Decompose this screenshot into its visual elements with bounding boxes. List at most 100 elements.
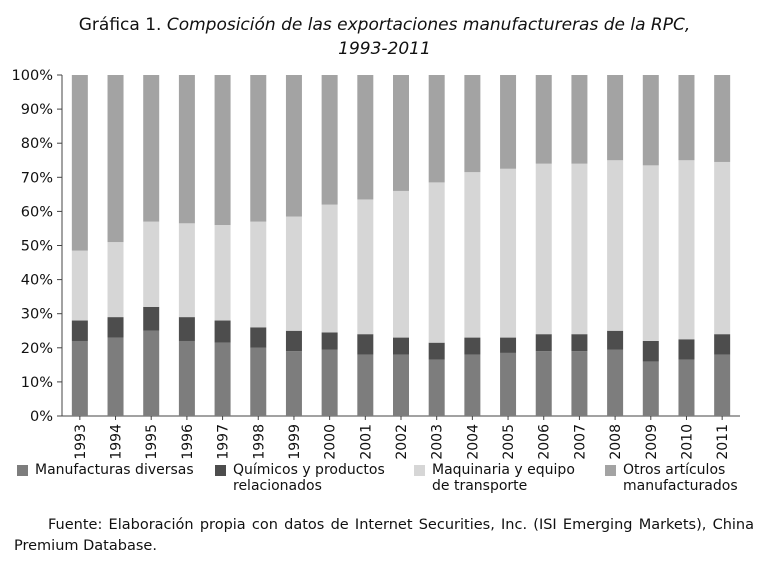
x-tick-label: 1997 [216, 424, 232, 460]
bar-segment [107, 242, 124, 318]
bar-segment [107, 337, 124, 416]
x-tick-label: 1998 [251, 424, 267, 460]
x-tick-label: 2008 [608, 424, 624, 460]
bar-segment [250, 327, 267, 348]
bar-segment [285, 330, 302, 352]
bar-segment [607, 160, 624, 331]
bar-segment [642, 75, 659, 166]
y-tick-label: 60% [21, 204, 53, 220]
legend-item-maquinaria: Maquinaria y equipo de transporte [414, 462, 575, 494]
bar-segment [107, 75, 124, 243]
bar-segment [250, 347, 267, 416]
x-tick-label: 2005 [501, 424, 517, 460]
legend-swatch [414, 465, 425, 476]
bar-segment [571, 163, 588, 335]
x-tick-label: 1993 [73, 424, 89, 460]
stacked-bar-chart: 0% 10% 20% 30% 40% 50% 60% 70% 80% 90% 100% 1993 199… [12, 68, 740, 460]
bar-segment [321, 349, 338, 416]
source-note: Fuente: Elaboración propia con datos de … [14, 517, 754, 554]
legend-item-manufacturas: Manufacturas diversas [17, 462, 194, 478]
x-tick-label: 2009 [644, 424, 660, 460]
bar-segment [357, 334, 374, 355]
x-tick-label: 2006 [537, 424, 553, 460]
bar-segment [285, 216, 302, 331]
y-tick-label: 80% [21, 136, 53, 152]
bar-segment [71, 320, 88, 341]
bar-segment [214, 342, 231, 416]
bar-segment [393, 75, 409, 191]
legend-label: Otros artículos [623, 462, 726, 478]
legend-swatch [17, 465, 28, 476]
bar-segment [428, 359, 445, 416]
legend-label-cont: manufacturados [623, 478, 738, 494]
title-prefix: Gráfica 1. [78, 15, 162, 35]
bar-segment [500, 168, 517, 338]
y-tick-label: 10% [21, 375, 53, 391]
legend-item-quimicos: Químicos y productos relacionados [215, 462, 385, 494]
legend-label: Manufacturas diversas [35, 462, 194, 478]
bar-segment [357, 354, 374, 416]
bar-segment [535, 351, 552, 416]
bar-segment [71, 75, 88, 251]
bar-segment [500, 75, 517, 169]
bar-segment [464, 75, 481, 173]
y-tick-label: 90% [21, 102, 53, 118]
bar-segment [143, 330, 160, 416]
x-tick-label: 2004 [465, 424, 481, 460]
bar-segment [464, 354, 481, 416]
bar-segment [464, 337, 481, 355]
x-tick-label: 2010 [679, 424, 695, 460]
bar-segment [464, 172, 481, 338]
bar-segment [571, 334, 588, 352]
legend-item-otros: Otros artículos manufacturados [605, 462, 738, 494]
bar-segment [285, 75, 302, 217]
x-tick-label: 2007 [572, 424, 588, 460]
bar-segment [607, 75, 624, 161]
bar-segment [428, 342, 445, 360]
bar-segment [678, 339, 695, 360]
bar-segment [143, 306, 160, 331]
bar-segment [321, 75, 338, 205]
x-tick-label: 2011 [715, 424, 731, 460]
bar-segment [678, 75, 695, 161]
legend: Manufacturas diversas Químicos y product… [0, 462, 769, 502]
bar-segment [393, 190, 409, 338]
x-tick-label: 1994 [109, 424, 125, 460]
bar-segment [321, 204, 338, 333]
y-tick-label: 40% [21, 273, 53, 289]
bar-segment [500, 337, 517, 353]
bar-segment [214, 75, 231, 226]
legend-swatch [215, 465, 226, 476]
x-tick-label: 2000 [323, 424, 339, 460]
y-tick-label: 0% [30, 409, 53, 425]
bar-segment [178, 223, 195, 318]
legend-label-cont: de transporte [432, 478, 528, 494]
bar-segment [71, 250, 88, 321]
y-tick-label: 50% [21, 239, 53, 255]
bar-segment [143, 75, 160, 222]
bar-segment [535, 163, 552, 335]
legend-swatch [605, 465, 616, 476]
x-tick-label: 2001 [358, 424, 374, 460]
legend-label: Químicos y productos [233, 462, 385, 478]
bar-segment [428, 75, 445, 183]
bar-segment [214, 225, 231, 321]
bar-segment [714, 334, 731, 355]
x-tick-label: 1996 [180, 424, 196, 460]
bar-segment [642, 165, 659, 341]
bar-segment [678, 160, 695, 340]
bar-segment [500, 352, 517, 416]
bar-segment [357, 75, 374, 200]
bar-segment [178, 317, 195, 341]
y-tick-label: 30% [21, 307, 53, 323]
legend-label: Maquinaria y equipo [432, 462, 575, 478]
bar-segment [714, 161, 731, 335]
title-line2: 1993-2011 [338, 39, 431, 59]
bar-segment [178, 340, 195, 416]
bar-segment [428, 182, 445, 343]
bar-segment [178, 75, 195, 224]
bar-segment [571, 351, 588, 416]
legend-label-cont: relacionados [233, 478, 322, 494]
bar-segment [214, 320, 231, 343]
bar-segment [107, 317, 124, 338]
